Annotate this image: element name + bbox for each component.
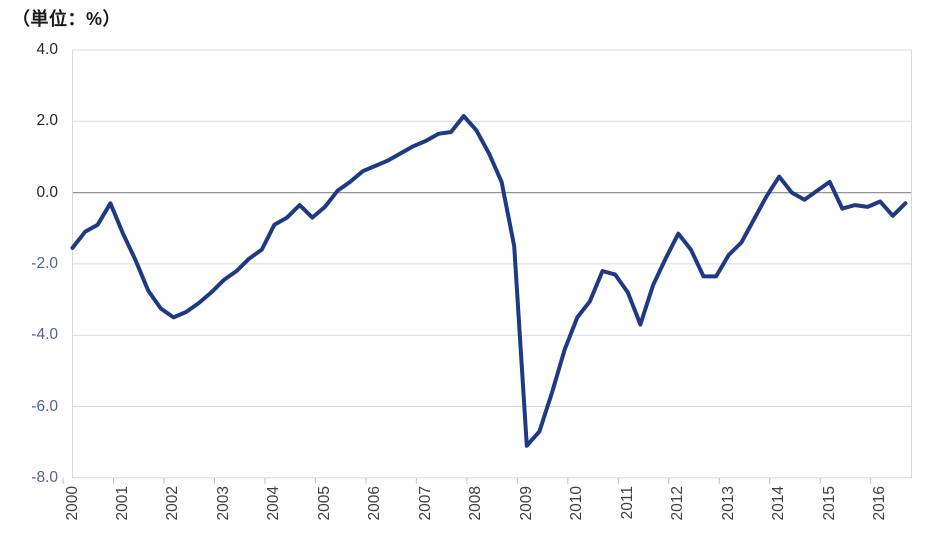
x-tick-label: 2012 — [669, 486, 687, 521]
x-tick-label: 2010 — [568, 486, 586, 521]
x-tick-label: 2011 — [618, 486, 636, 520]
x-tick-label: 2016 — [871, 486, 889, 521]
y-tick-label: 4.0 — [36, 41, 58, 58]
y-tick-label: -4.0 — [31, 326, 58, 344]
x-tick-label: 2005 — [315, 486, 333, 521]
y-tick-label: -2.0 — [31, 254, 58, 272]
x-tick-label: 2009 — [517, 486, 535, 521]
x-tick-label: 2001 — [113, 486, 131, 521]
x-tick-label: 2006 — [366, 486, 384, 521]
x-tick-label: 2000 — [63, 486, 81, 521]
plot-border — [72, 49, 912, 479]
x-tick-label: 2013 — [719, 486, 737, 521]
y-tick-label: -6.0 — [31, 397, 58, 415]
x-tick-label: 2008 — [467, 486, 485, 521]
y-tick-label: -8.0 — [31, 468, 58, 486]
x-tick-label: 2002 — [164, 486, 182, 521]
y-tick-label: 2.0 — [36, 112, 58, 130]
unit-label: （単位：%） — [12, 9, 122, 29]
x-tick-label: 2014 — [770, 486, 788, 521]
x-tick-label: 2003 — [214, 486, 232, 521]
gdp-gap-line — [70, 114, 908, 448]
x-tick-label: 2015 — [820, 486, 838, 521]
y-tick-label: 0.0 — [36, 183, 58, 201]
x-tick-label: 2004 — [265, 486, 283, 521]
x-tick-label: 2007 — [416, 486, 434, 521]
